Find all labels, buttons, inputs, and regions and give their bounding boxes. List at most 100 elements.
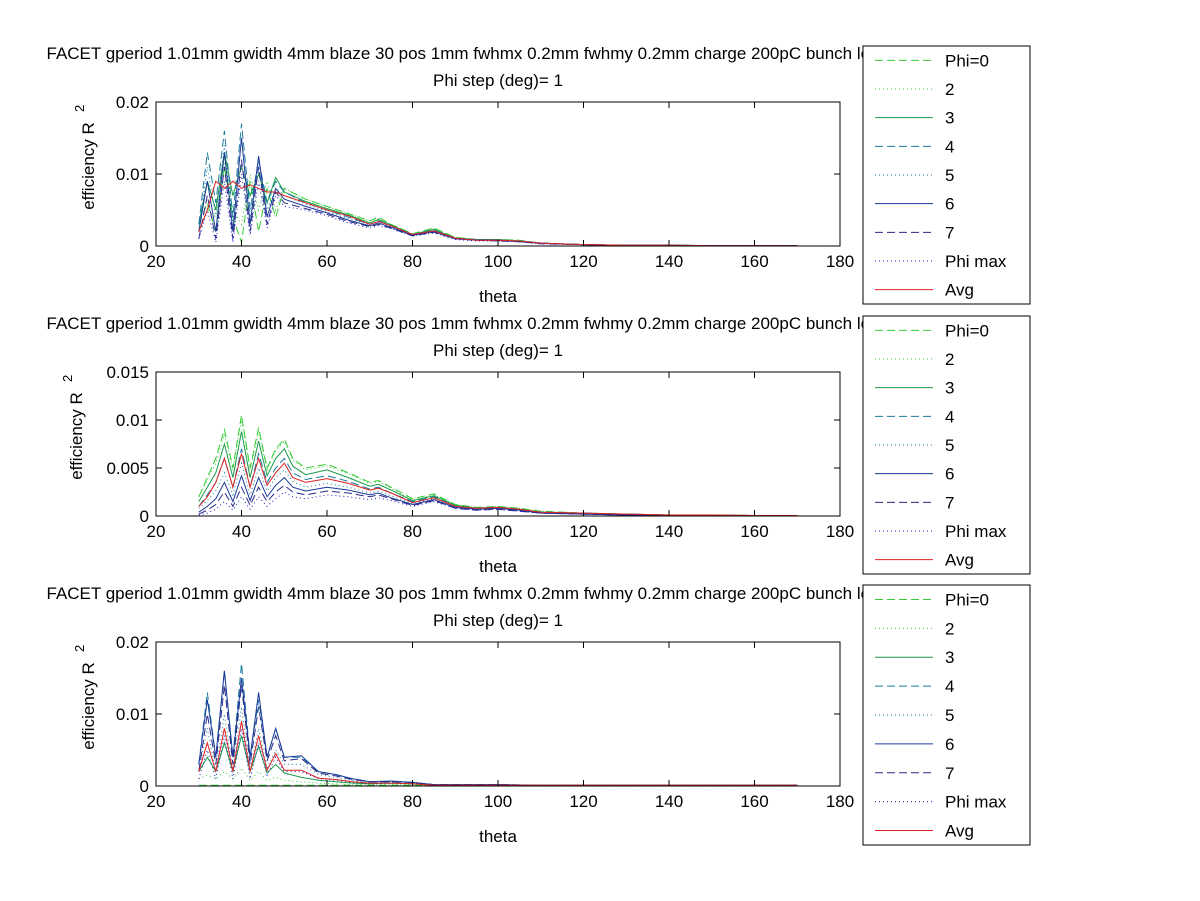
legend-entry: 4	[945, 137, 954, 156]
legend-entry: Phi max	[945, 522, 1007, 541]
series-line-3	[198, 448, 798, 516]
y-tick-label: 0	[140, 237, 149, 256]
y-tick-label: 0.015	[106, 363, 149, 382]
legend-entry: 7	[945, 764, 954, 783]
x-tick-label: 140	[655, 522, 683, 541]
legend-box	[862, 584, 1031, 846]
y-axis-label: efficiency R	[67, 392, 86, 480]
series-line-6	[198, 159, 798, 246]
legend-entry: 3	[945, 648, 954, 667]
y-tick-label: 0.01	[116, 705, 149, 724]
plot-lines	[198, 415, 798, 516]
legend-entry: Phi=0	[945, 590, 989, 609]
x-tick-label: 20	[147, 252, 166, 271]
x-axis-label: theta	[479, 287, 517, 306]
chart-subtitle: Phi step (deg)= 1	[433, 341, 563, 360]
x-tick-label: 180	[826, 252, 854, 271]
legend-entry: Phi max	[945, 252, 1007, 271]
x-tick-label: 100	[484, 252, 512, 271]
x-tick-label: 100	[484, 522, 512, 541]
x-tick-label: 140	[655, 252, 683, 271]
legend: Phi=0 2 3 4 5 6 7 Phi max Avg	[862, 45, 1031, 305]
legend-entry: 3	[945, 379, 954, 398]
x-tick-label: 40	[232, 522, 251, 541]
subplot-2: FACET gperiod 1.01mm gwidth 4mm blaze 30…	[47, 314, 1031, 576]
legend-box	[862, 45, 1031, 305]
subplot-3: FACET gperiod 1.01mm gwidth 4mm blaze 30…	[47, 584, 1031, 846]
legend-entry: 6	[945, 195, 954, 214]
y-axis-label-group: efficiency R 2	[72, 645, 98, 750]
series-line-4	[198, 461, 798, 516]
x-tick-label: 160	[740, 252, 768, 271]
x-tick-label: 140	[655, 792, 683, 811]
legend-entry: Phi=0	[945, 321, 989, 340]
y-tick-label: 0.02	[116, 93, 149, 112]
legend: Phi=0 2 3 4 5 6 7 Phi max Avg	[862, 315, 1031, 575]
legend-entry: Phi max	[945, 793, 1007, 812]
x-tick-label: 60	[318, 792, 337, 811]
series-line-4	[198, 137, 798, 246]
x-tick-label: 120	[569, 792, 597, 811]
series-line-8	[198, 721, 798, 786]
x-tick-label: 160	[740, 792, 768, 811]
chart-title: FACET gperiod 1.01mm gwidth 4mm blaze 30…	[47, 584, 950, 603]
x-tick-label: 20	[147, 792, 166, 811]
x-tick-label: 80	[403, 522, 422, 541]
y-axis-label-superscript: 2	[72, 105, 87, 112]
legend-entry: 6	[945, 735, 954, 754]
y-tick-label: 0.02	[116, 633, 149, 652]
y-axis-label-group: efficiency R 2	[72, 105, 98, 210]
legend-entry: 2	[945, 80, 954, 99]
series-line-2	[198, 735, 798, 786]
x-axis-label: theta	[479, 557, 517, 576]
series-line-5	[198, 137, 798, 246]
y-axis-label: efficiency R	[79, 662, 98, 750]
legend-entry: 7	[945, 493, 954, 512]
y-axis-label-superscript: 2	[72, 645, 87, 652]
series-line-3	[198, 123, 798, 246]
x-tick-label: 120	[569, 252, 597, 271]
x-tick-label: 180	[826, 792, 854, 811]
legend-entry: 5	[945, 436, 954, 455]
plot-area	[155, 641, 841, 787]
legend-entry: 6	[945, 465, 954, 484]
y-tick-label: 0.005	[106, 459, 149, 478]
x-tick-label: 120	[569, 522, 597, 541]
y-axis-label-group: efficiency R 2	[60, 375, 86, 480]
chart-title: FACET gperiod 1.01mm gwidth 4mm blaze 30…	[47, 44, 950, 63]
plot-lines	[198, 123, 798, 246]
legend-box	[862, 315, 1031, 575]
series-line-3	[198, 663, 798, 786]
legend-entry: Phi=0	[945, 51, 989, 70]
y-tick-label: 0.01	[116, 411, 149, 430]
x-tick-label: 160	[740, 522, 768, 541]
plot-lines	[198, 663, 798, 786]
legend: Phi=0 2 3 4 5 6 7 Phi max Avg	[862, 584, 1031, 846]
x-tick-label: 40	[232, 252, 251, 271]
x-tick-label: 80	[403, 792, 422, 811]
x-axis-label: theta	[479, 827, 517, 846]
y-tick-label: 0.01	[116, 165, 149, 184]
series-line-1	[198, 159, 798, 246]
series-line-8	[198, 180, 798, 246]
legend-entry: 2	[945, 619, 954, 638]
y-axis-label: efficiency R	[79, 122, 98, 210]
x-tick-label: 60	[318, 522, 337, 541]
series-line-7	[198, 173, 798, 246]
legend-entry: 2	[945, 350, 954, 369]
chart-subtitle: Phi step (deg)= 1	[433, 71, 563, 90]
x-tick-label: 180	[826, 522, 854, 541]
x-tick-label: 40	[232, 792, 251, 811]
plot-area	[155, 371, 841, 517]
x-tick-label: 20	[147, 522, 166, 541]
legend-entry: 5	[945, 166, 954, 185]
chart-subtitle: Phi step (deg)= 1	[433, 611, 563, 630]
legend-entry: Avg	[945, 551, 974, 570]
series-line-4	[198, 706, 798, 786]
legend-entry: Avg	[945, 281, 974, 300]
y-tick-label: 0	[140, 777, 149, 796]
legend-entry: 4	[945, 677, 954, 696]
y-axis-label-superscript: 2	[60, 375, 75, 382]
series-line-1	[198, 419, 798, 516]
